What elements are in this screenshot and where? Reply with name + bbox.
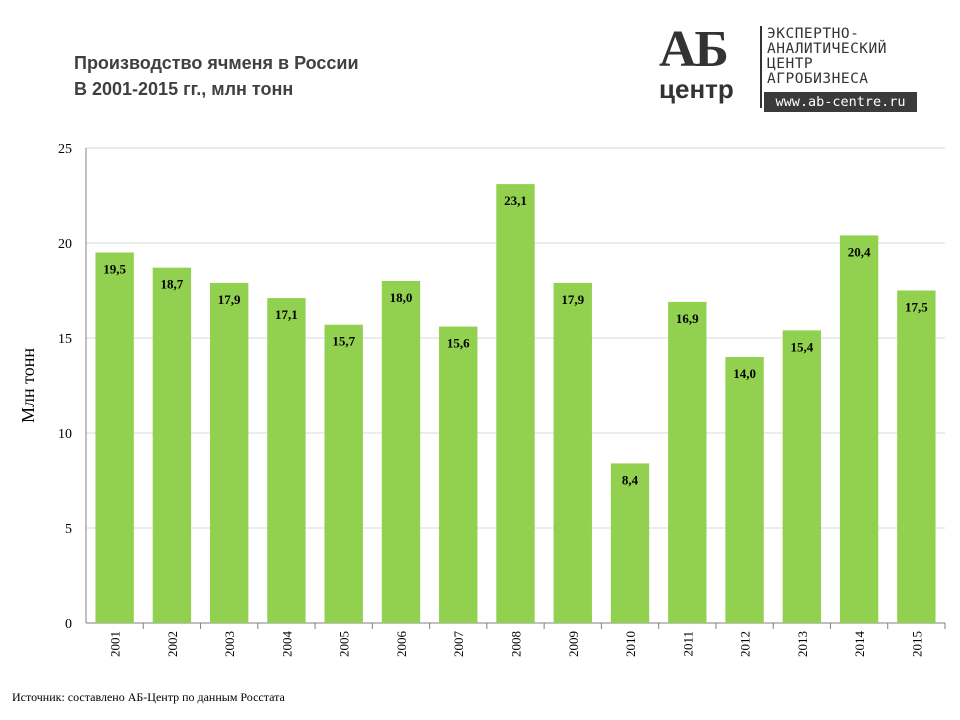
y-tick-label: 5 xyxy=(65,522,72,537)
logo-mark-top: АБ xyxy=(659,21,729,78)
y-tick-label: 15 xyxy=(58,332,72,347)
y-tick-label: 10 xyxy=(58,427,72,442)
x-tick-label: 2003 xyxy=(222,631,237,657)
x-tick-label: 2004 xyxy=(279,631,294,658)
y-tick-label: 0 xyxy=(65,617,72,632)
x-tick-label: 2008 xyxy=(509,631,524,657)
x-tick-label: 2001 xyxy=(108,631,123,657)
data-label: 20,4 xyxy=(848,244,871,259)
logo-divider xyxy=(760,26,762,108)
data-label: 17,9 xyxy=(561,292,584,307)
data-label: 18,7 xyxy=(161,277,184,292)
bar xyxy=(553,282,592,623)
bar xyxy=(381,281,421,623)
chart-title-line1: Производство ячменя в России xyxy=(74,53,359,73)
bar xyxy=(324,324,363,623)
bar xyxy=(897,290,936,623)
y-axis-label: Млн тонн xyxy=(18,348,38,423)
data-label: 15,7 xyxy=(332,334,355,349)
y-tick-label: 25 xyxy=(58,142,72,157)
x-tick-label: 2006 xyxy=(394,631,409,658)
bar xyxy=(267,298,306,623)
data-label: 17,9 xyxy=(218,292,241,307)
data-label: 14,0 xyxy=(733,366,756,381)
data-label: 23,1 xyxy=(504,193,527,208)
data-label: 17,1 xyxy=(275,307,298,322)
x-tick-label: 2007 xyxy=(451,631,466,658)
x-tick-label: 2014 xyxy=(852,631,867,658)
ab-centre-logo: АБ центр ЭКСПЕРТНО- АНАЛИТИЧЕСКИЙ ЦЕНТР … xyxy=(657,20,927,115)
bar xyxy=(439,326,478,623)
logo-url: www.ab-centre.ru xyxy=(764,92,917,112)
x-tick-label: 2012 xyxy=(738,631,753,657)
bar xyxy=(496,184,535,623)
bar xyxy=(668,301,707,623)
bar xyxy=(95,252,134,623)
x-tick-label: 2011 xyxy=(680,631,695,657)
logo-text-line3: ЦЕНТР xyxy=(767,56,814,72)
data-label: 15,6 xyxy=(447,336,470,351)
x-tick-label: 2005 xyxy=(337,631,352,657)
data-label: 17,5 xyxy=(905,300,928,315)
data-label: 15,4 xyxy=(790,339,813,354)
logo-mark-bottom: центр xyxy=(659,74,734,104)
bar xyxy=(152,267,192,623)
bar xyxy=(725,357,764,623)
data-label: 16,9 xyxy=(676,311,699,326)
logo-text-line4: АГРОБИЗНЕСА xyxy=(767,71,869,87)
logo-text-line1: ЭКСПЕРТНО- xyxy=(767,26,860,42)
bar xyxy=(209,282,249,623)
x-tick-label: 2013 xyxy=(795,631,810,657)
data-label: 19,5 xyxy=(103,262,126,277)
x-tick-label: 2002 xyxy=(165,631,180,657)
data-label: 8,4 xyxy=(622,472,639,487)
x-tick-label: 2010 xyxy=(623,631,638,657)
chart-title-line2: В 2001-2015 гг., млн тонн xyxy=(74,79,294,99)
data-label: 18,0 xyxy=(390,290,413,305)
logo-text-line2: АНАЛИТИЧЕСКИЙ xyxy=(767,41,887,57)
bar xyxy=(839,235,879,623)
source-note: Источник: составлено АБ-Центр по данным … xyxy=(12,690,285,704)
bar xyxy=(782,330,822,623)
x-tick-label: 2009 xyxy=(566,631,581,657)
logo-mark: АБ центр xyxy=(657,20,757,115)
x-tick-label: 2015 xyxy=(909,631,924,657)
bar xyxy=(610,463,650,623)
y-tick-label: 20 xyxy=(58,237,72,252)
